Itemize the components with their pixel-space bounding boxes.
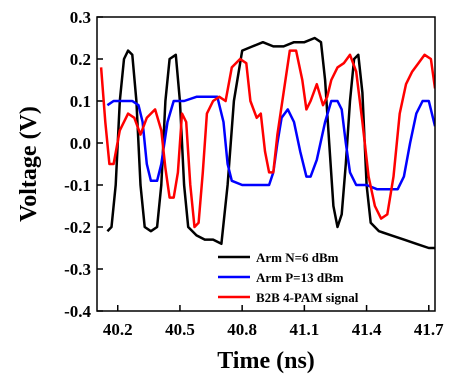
legend-label: B2B 4-PAM signal xyxy=(256,290,359,305)
y-tick-label: 0.3 xyxy=(70,8,91,27)
x-axis-title: Time (ns) xyxy=(217,348,315,374)
plot-frame xyxy=(96,16,436,312)
x-tick-label: 40.8 xyxy=(227,320,257,339)
x-tick-label: 41.7 xyxy=(414,320,444,339)
y-tick-label: -0.3 xyxy=(64,260,91,279)
legend: Arm N=6 dBm Arm P=13 dBm B2B 4-PAM signal xyxy=(218,250,359,305)
legend-label: Arm P=13 dBm xyxy=(256,270,344,285)
series-layer xyxy=(99,36,435,250)
y-tick-label: 0.1 xyxy=(70,92,91,111)
x-tick-label: 41.1 xyxy=(289,320,319,339)
tick-labels: 40.2 40.5 40.8 41.1 41.4 41.7 0.3 0.2 0.1 0.0 -0.1… xyxy=(64,8,444,339)
x-tick-label: 40.2 xyxy=(103,320,133,339)
y-tick-label: -0.1 xyxy=(64,176,91,195)
y-tick-label: 0.0 xyxy=(70,134,91,153)
x-tick-label: 41.4 xyxy=(352,320,382,339)
series-line-3 xyxy=(99,49,435,229)
y-tick-label: -0.4 xyxy=(64,302,91,321)
y-tick-label: 0.2 xyxy=(70,50,91,69)
legend-label: Arm N=6 dBm xyxy=(256,250,339,265)
series-line-1 xyxy=(106,36,435,250)
y-tick-label: -0.2 xyxy=(64,218,91,237)
x-tick-label: 40.5 xyxy=(165,320,195,339)
y-axis-title: Voltage (V) xyxy=(16,106,42,222)
